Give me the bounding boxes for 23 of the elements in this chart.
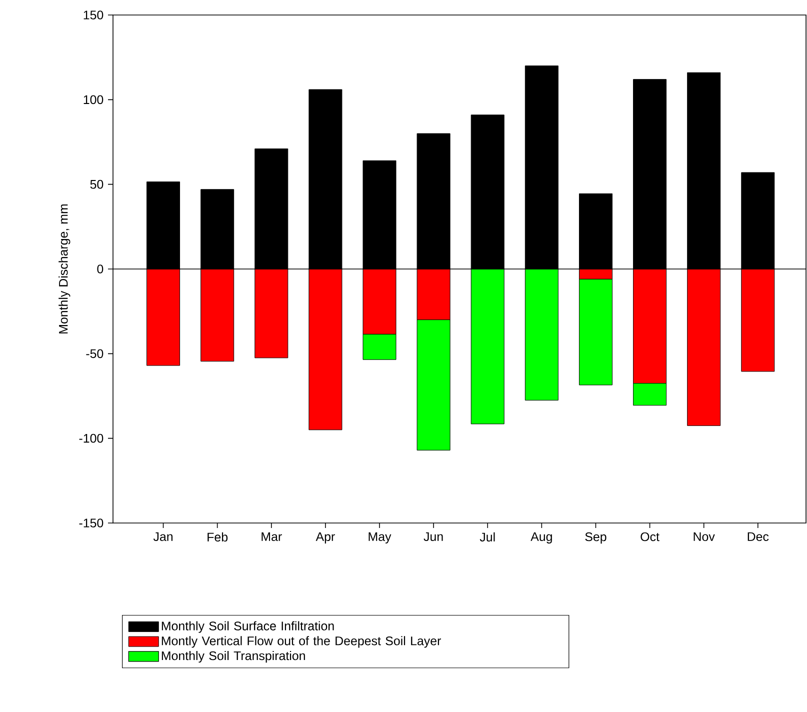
y-tick-label: 150: [84, 10, 104, 20]
y-tick-label: 50: [90, 180, 104, 189]
y-tick-label: -50: [86, 349, 104, 358]
x-tick-label: Jun: [424, 532, 443, 542]
x-tick-label: Nov: [694, 532, 715, 542]
x-tick-label: Sep: [585, 532, 606, 544]
y-tick-label: -150: [79, 518, 104, 528]
x-tick-label: Oct: [640, 532, 660, 542]
legend-label: Monthly Soil Transpiration: [162, 650, 305, 663]
x-tick-label: Jul: [480, 532, 495, 542]
x-tick-label: Aug: [530, 532, 552, 544]
legend-label: Monthly Soil Surface Infiltration: [162, 621, 334, 633]
y-tick-label: 100: [84, 95, 104, 104]
x-tick-label: May: [368, 532, 392, 544]
y-tick-label: 0: [97, 264, 104, 274]
legend-label: Montly Vertical Flow out of the Deepest Soil Layer: [162, 636, 441, 648]
x-tick-label: Apr: [316, 532, 335, 544]
x-tick-label: Jan: [153, 532, 172, 542]
y-tick-label: -100: [79, 434, 104, 443]
y-axis-title: Monthly Discharge, mm: [58, 204, 70, 334]
x-tick-label: Mar: [262, 532, 282, 542]
x-tick-label: Dec: [748, 532, 769, 542]
x-tick-label: Feb: [208, 532, 228, 542]
